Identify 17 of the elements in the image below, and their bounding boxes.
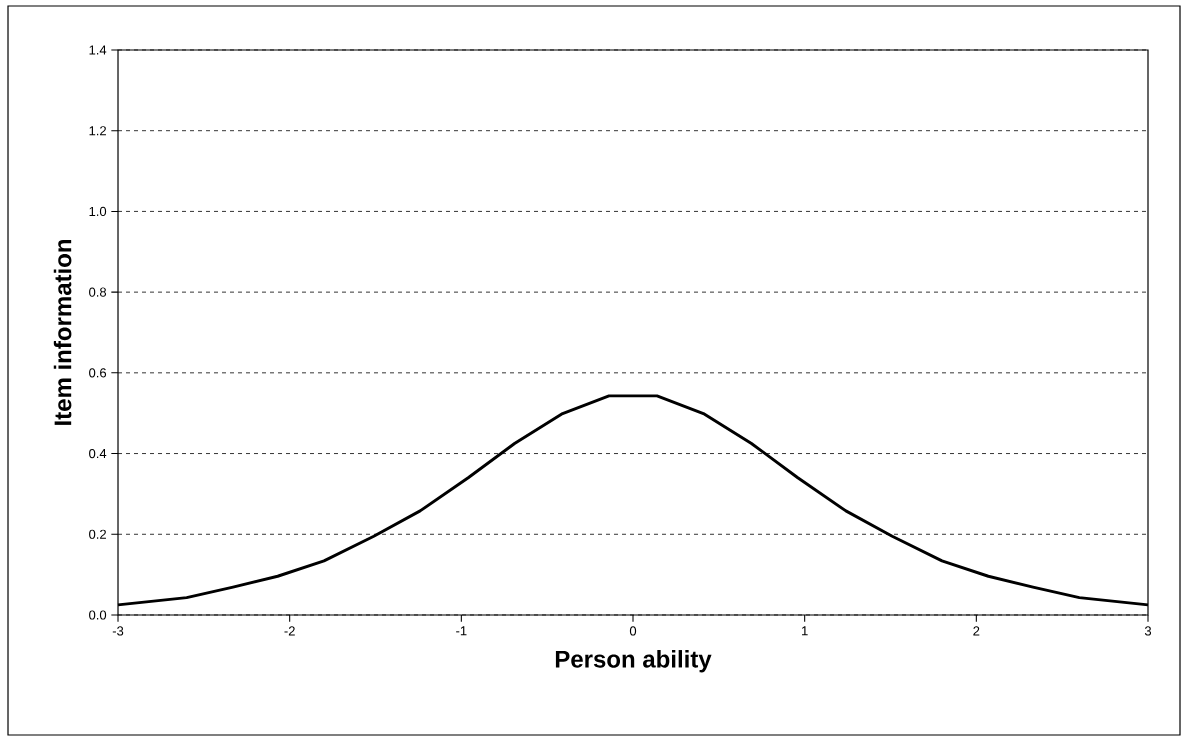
y-tick-label: 1.0 <box>89 206 107 217</box>
x-tick-label: 1 <box>802 626 808 636</box>
x-tick-label: 3 <box>1144 626 1152 636</box>
y-tick-label: 0.0 <box>89 610 107 620</box>
x-tick-label: 2 <box>973 626 980 636</box>
y-tick-label: 0.4 <box>89 448 107 459</box>
y-axis-title: Item information <box>53 239 72 425</box>
y-tick-label: 0.2 <box>89 529 106 539</box>
y-tick-label: 1.4 <box>89 45 107 55</box>
x-tick-label: 0 <box>629 626 637 636</box>
x-tick-label: -1 <box>456 626 467 636</box>
x-tick-label: -3 <box>112 626 124 636</box>
y-tick-label: 0.6 <box>89 368 107 378</box>
y-tick-label: 0.8 <box>89 287 107 297</box>
x-tick-label: -2 <box>284 626 295 636</box>
x-axis-title: Person ability <box>555 650 712 673</box>
y-tick-label: 1.2 <box>89 126 106 136</box>
